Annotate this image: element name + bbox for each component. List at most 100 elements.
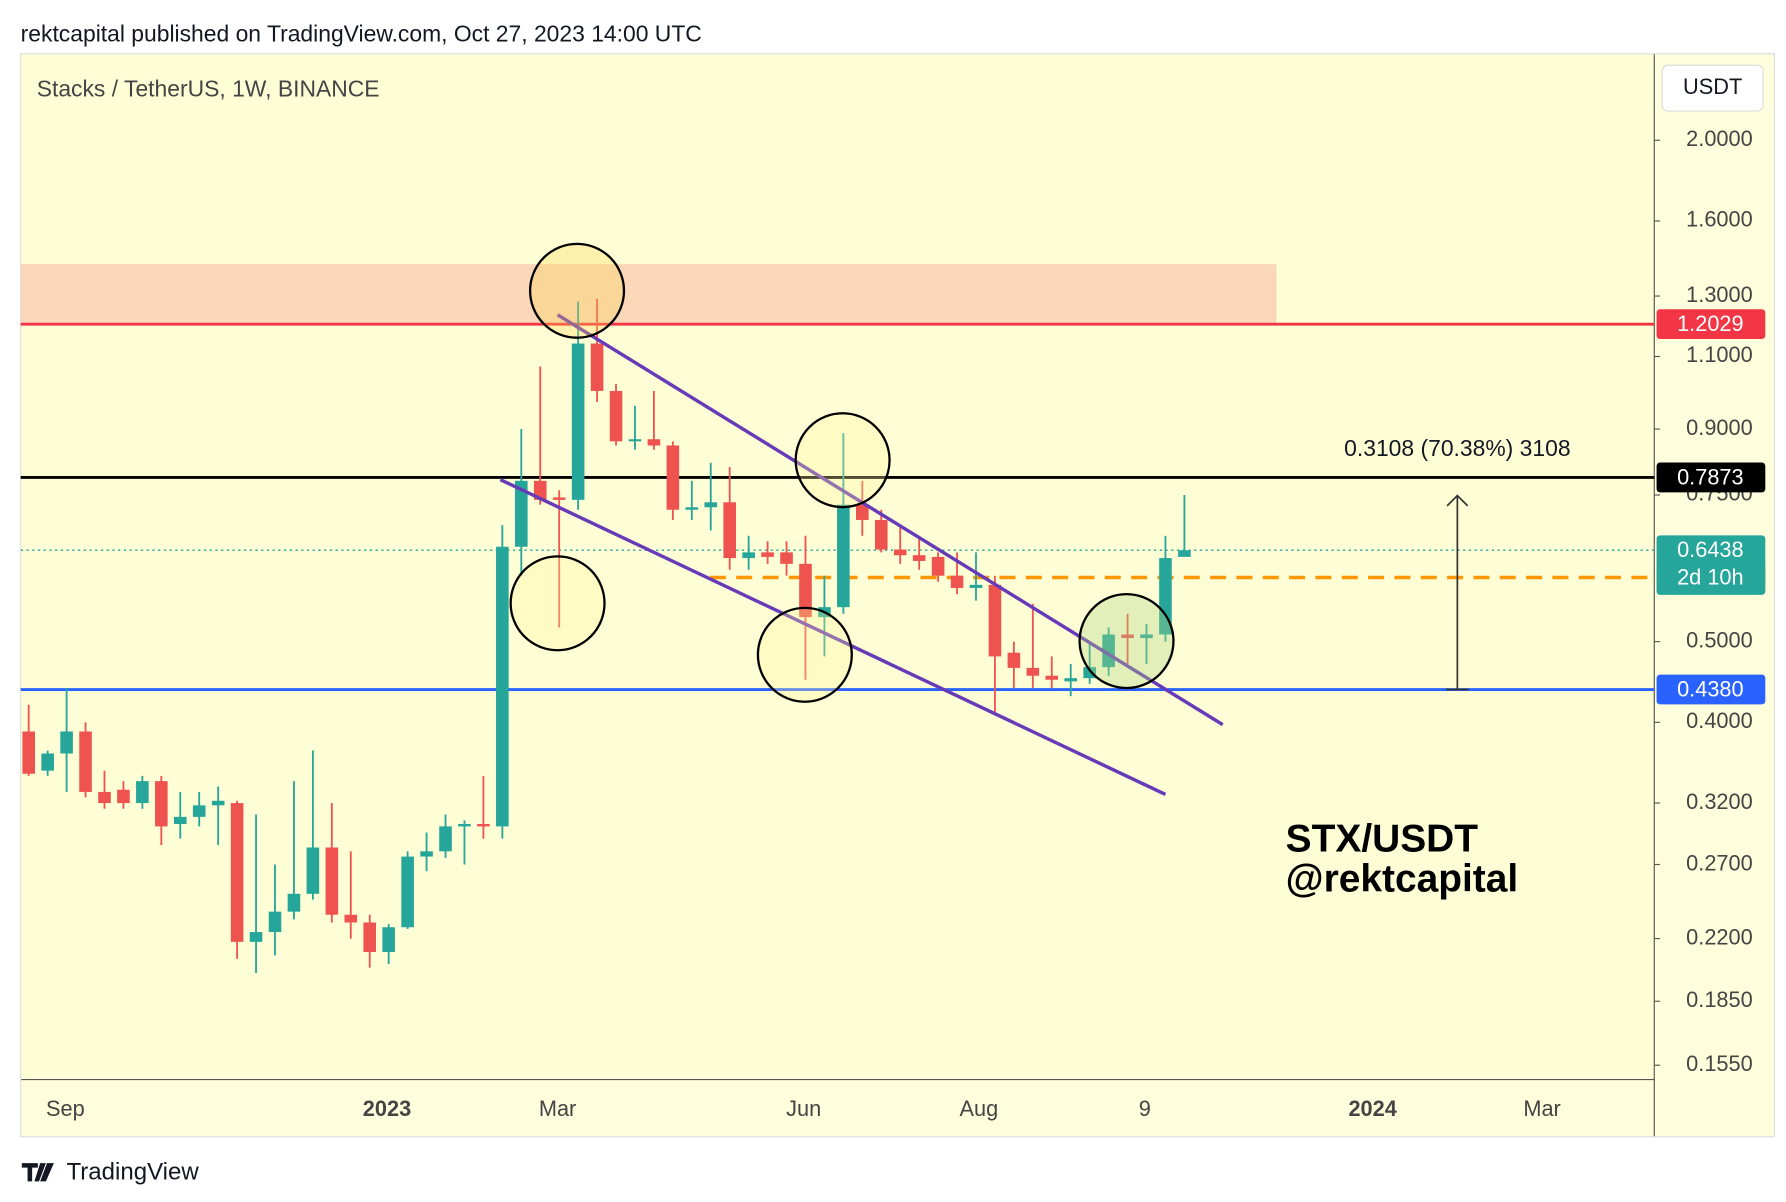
candle-body	[893, 549, 907, 556]
resistance-zone	[20, 264, 1277, 325]
candle-body	[60, 731, 73, 754]
axis-layer: 0.3108 (70.38%) 3108 2.0000 1.6000 1.3000 1.…	[46, 126, 1766, 1121]
candle-body	[761, 552, 774, 557]
brand-logo	[21, 1163, 54, 1182]
candle-body	[742, 552, 755, 559]
channel-lower	[499, 478, 1167, 797]
candle-body	[609, 390, 623, 442]
zone-layer	[20, 264, 1655, 691]
y-tick-label: 0.1850	[1686, 987, 1753, 1012]
candle-body	[514, 480, 528, 547]
x-tick-label: Mar	[539, 1096, 576, 1121]
candle-body	[458, 823, 471, 827]
candle-body	[136, 781, 149, 804]
candle-body	[382, 927, 395, 952]
y-tick-label: 0.2700	[1686, 850, 1753, 875]
y-tick-label: 1.1000	[1686, 342, 1753, 367]
circle-highlight	[528, 242, 626, 339]
candle-body	[666, 445, 680, 510]
candle-body	[628, 439, 642, 442]
current-price-label: 0.6438	[1677, 537, 1744, 562]
x-tick-label: Sep	[46, 1096, 85, 1121]
candle-body	[837, 504, 850, 608]
candle-body	[1064, 678, 1078, 682]
price-label-box	[1656, 309, 1766, 340]
watermark: @rektcapital	[1286, 858, 1519, 901]
circle-highlight	[756, 606, 853, 703]
candle-body	[969, 584, 983, 588]
candle-body	[230, 803, 244, 942]
candle-body	[117, 789, 130, 804]
candle-body	[22, 731, 36, 774]
candle-body	[723, 502, 736, 559]
y-tick-label: 0.3200	[1686, 789, 1753, 814]
y-tick-label: 1.3000	[1686, 282, 1753, 307]
y-tick-label: 0.4000	[1686, 708, 1753, 733]
x-tick-label: 2024	[1348, 1096, 1396, 1121]
candle-body	[98, 791, 111, 804]
candle-body	[211, 800, 225, 806]
candle-body	[571, 343, 585, 500]
candle-body	[931, 556, 945, 576]
x-tick-label: 2023	[363, 1096, 411, 1121]
price-label: 1.2029	[1677, 311, 1744, 336]
candle-body	[439, 826, 452, 852]
candle-body	[363, 922, 377, 952]
candle-body	[874, 519, 888, 550]
measure-arrowhead	[1446, 494, 1469, 507]
circle-highlight	[509, 555, 606, 652]
countdown-label: 2d 10h	[1677, 565, 1744, 590]
candle-body	[477, 823, 490, 827]
candle-body	[1102, 634, 1115, 668]
candle-body	[685, 507, 699, 510]
x-tick-label: Jun	[786, 1096, 821, 1121]
frame	[20, 53, 1776, 1138]
candle-body	[1083, 667, 1096, 679]
y-tick-label: 1.6000	[1686, 207, 1753, 232]
price-label: 0.7873	[1677, 464, 1744, 489]
price-label: 0.4380	[1677, 676, 1744, 701]
candle-body	[647, 439, 661, 446]
candle-body	[306, 847, 320, 894]
header: rektcapital published on TradingView.com…	[21, 21, 702, 47]
candle-body	[590, 343, 604, 391]
candles	[22, 298, 1191, 974]
candle-body	[1159, 558, 1172, 635]
y-tick-label: 0.1550	[1686, 1051, 1753, 1076]
candle-body	[988, 584, 1002, 657]
candle-body	[41, 753, 54, 771]
candle-body	[420, 851, 433, 857]
candle-body	[704, 502, 718, 508]
circle-highlight	[794, 412, 891, 509]
candle-body	[344, 914, 358, 923]
candle-body	[268, 911, 282, 933]
candle-body	[912, 555, 926, 561]
candle-body	[173, 816, 187, 824]
time-axis-area	[20, 1079, 1775, 1137]
candle-body	[155, 781, 168, 827]
candle-body	[401, 856, 414, 928]
candle-body	[79, 731, 92, 792]
candle-body	[533, 480, 547, 500]
candle-body	[799, 563, 812, 618]
y-tick-label: 0.5000	[1686, 627, 1753, 652]
y-tick-label: 2.0000	[1686, 126, 1753, 151]
price-label-box	[1656, 674, 1766, 705]
measure-label: 0.3108 (70.38%) 3108	[1344, 435, 1570, 461]
candle-body	[780, 552, 793, 564]
candle-body	[1121, 634, 1134, 639]
candle-body	[249, 932, 263, 942]
candle-body	[1140, 634, 1153, 639]
candle-body	[496, 546, 509, 827]
price-label-box	[1656, 462, 1766, 493]
watermark: STX/USDT	[1286, 818, 1479, 861]
candle-body	[1007, 652, 1021, 668]
x-tick-label: Mar	[1523, 1096, 1560, 1121]
currency-box[interactable]	[1661, 64, 1764, 112]
candle-body	[950, 575, 964, 588]
channel-upper	[556, 313, 1224, 727]
candle-body	[856, 504, 869, 520]
currency[interactable]: USDT	[1683, 74, 1742, 99]
chart-title: Stacks / TetherUS, 1W, BINANCE	[37, 75, 380, 101]
